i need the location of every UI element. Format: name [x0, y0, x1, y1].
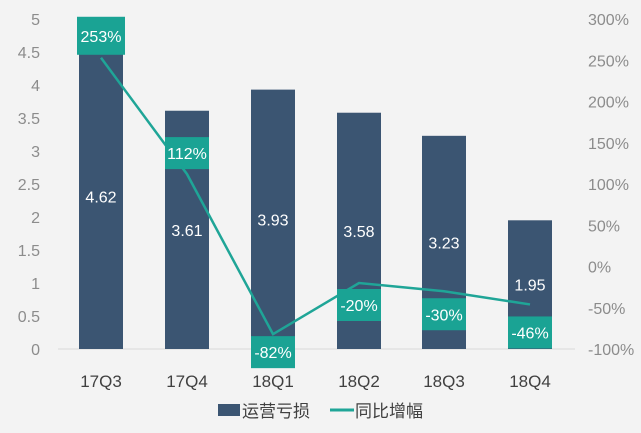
line-value-label: 112% — [167, 146, 207, 163]
left-tick-label: 1.5 — [18, 243, 40, 260]
line-value-label: -20% — [340, 298, 377, 315]
right-tick-label: 300% — [588, 12, 629, 29]
bar-value-label: 3.58 — [343, 224, 374, 241]
line-value-box — [337, 289, 381, 321]
bar-value-label: 3.61 — [171, 223, 202, 240]
bar-value-label: 1.95 — [514, 278, 545, 295]
line-value-box — [251, 336, 295, 369]
bar-series — [79, 44, 552, 350]
left-tick-label: 1 — [31, 276, 40, 293]
legend-swatch-bar — [218, 404, 240, 416]
right-axis: -100% -50% 0% 50% 100% 150% 200% 250% 300% — [588, 12, 634, 359]
line-value-box — [508, 316, 552, 349]
left-tick-label: 3.5 — [18, 111, 40, 128]
line-value-box — [422, 298, 466, 331]
x-tick-label: 18Q2 — [338, 372, 380, 391]
line-value-box — [165, 137, 209, 170]
legend-label-line: 同比增幅 — [355, 402, 423, 421]
x-axis: 17Q3 17Q4 18Q1 18Q2 18Q3 18Q4 — [80, 372, 551, 391]
x-tick-label: 18Q4 — [509, 372, 551, 391]
legend: 运营亏损 同比增幅 — [218, 402, 423, 421]
line-labels: 253% 112% -82% -20% -30% -46% — [77, 16, 552, 369]
line-value-label: -46% — [511, 325, 548, 342]
right-tick-label: -50% — [588, 301, 625, 318]
left-tick-label: 4.5 — [18, 45, 40, 62]
right-tick-label: 150% — [588, 136, 629, 153]
line-value-label: 253% — [81, 29, 122, 46]
right-tick-label: 200% — [588, 95, 629, 112]
bar-value-label: 4.62 — [85, 190, 116, 207]
x-tick-label: 17Q3 — [80, 372, 122, 391]
left-tick-label: 0 — [31, 342, 40, 359]
left-axis: 0 0.5 1 1.5 2 2.5 3 3.5 4 4.5 5 — [18, 12, 40, 359]
bar-value-label: 3.23 — [428, 235, 459, 252]
line-value-label: -82% — [254, 345, 291, 362]
left-tick-label: 3 — [31, 144, 40, 161]
x-tick-label: 18Q3 — [423, 372, 465, 391]
line-value-box — [77, 16, 125, 55]
x-tick-label: 18Q1 — [252, 372, 294, 391]
right-tick-label: 50% — [588, 218, 620, 235]
bar-value-label: 3.93 — [257, 212, 288, 229]
right-tick-label: 250% — [588, 53, 629, 70]
bar-labels: 4.62 3.61 3.93 3.58 3.23 1.95 — [85, 190, 545, 295]
left-tick-label: 5 — [31, 12, 40, 29]
x-tick-label: 17Q4 — [166, 372, 208, 391]
left-tick-label: 0.5 — [18, 309, 40, 326]
legend-label-bar: 运营亏损 — [242, 402, 310, 421]
line-value-label: -30% — [425, 307, 462, 324]
left-tick-label: 2.5 — [18, 177, 40, 194]
right-tick-label: 0% — [588, 260, 611, 277]
right-tick-label: -100% — [588, 342, 634, 359]
right-tick-label: 100% — [588, 177, 629, 194]
left-tick-label: 2 — [31, 210, 40, 227]
bar — [79, 44, 123, 350]
left-tick-label: 4 — [31, 78, 40, 95]
